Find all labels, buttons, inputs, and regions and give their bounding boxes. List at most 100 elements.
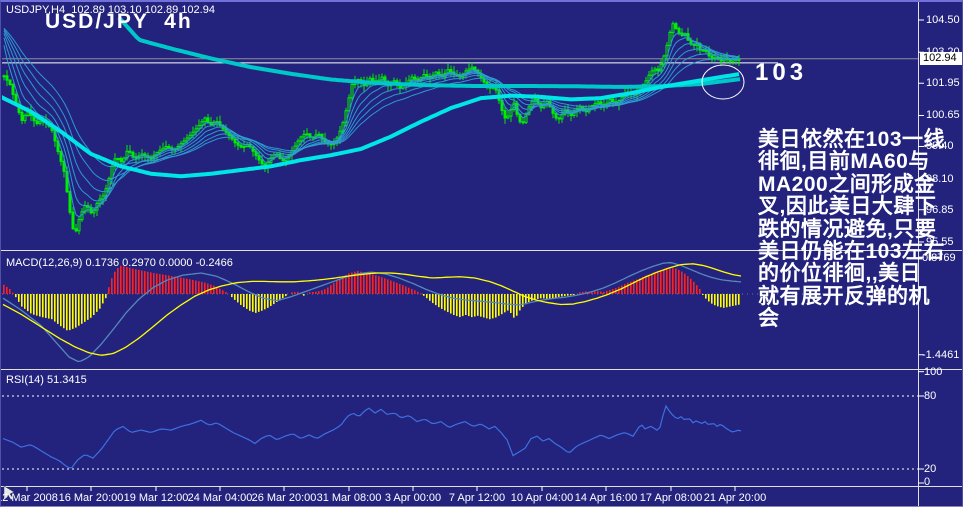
macd-label: MACD(12,26,9) 0.1736 0.2970 0.0000 -0.24… xyxy=(6,257,233,269)
macd-histogram-bar xyxy=(390,280,392,294)
main-price-panel[interactable] xyxy=(1,16,918,235)
macd-histogram-bar xyxy=(213,285,215,294)
macd-histogram-bar xyxy=(57,294,59,324)
chart-title: USD/JPY 4h xyxy=(45,10,193,33)
candle-body xyxy=(197,124,201,130)
annotation-line: 徘徊,目前MA60与 xyxy=(758,150,930,174)
macd-histogram-bar xyxy=(474,294,476,317)
macd-histogram-bar xyxy=(672,268,674,294)
candle-body xyxy=(653,68,657,72)
macd-histogram-bar xyxy=(48,294,50,319)
macd-histogram-bar xyxy=(330,285,332,294)
candle-body xyxy=(710,55,714,60)
candle-body xyxy=(650,70,654,76)
macd-histogram-bar xyxy=(462,294,464,317)
macd-histogram-bar xyxy=(708,294,710,302)
macd-histogram-bar xyxy=(684,273,686,294)
macd-histogram-bar xyxy=(162,274,164,294)
macd-histogram-bar xyxy=(276,294,278,302)
macd-tick-label: -1.4461 xyxy=(922,348,960,361)
date-tick-label: 10 Apr 04:00 xyxy=(510,492,574,504)
macd-histogram-bar xyxy=(420,293,422,295)
candle-body xyxy=(299,136,303,142)
macd-histogram-bar xyxy=(447,294,449,313)
macd-panel[interactable] xyxy=(2,262,918,363)
rsi-label: RSI(14) 51.3415 xyxy=(6,374,87,386)
macd-histogram-bar xyxy=(711,294,713,304)
macd-histogram-bar xyxy=(606,290,608,294)
annotation-line: 美日依然在103一线 xyxy=(758,128,946,151)
annotation-line: 就有展开反弹的机 xyxy=(758,284,930,308)
macd-histogram-bar xyxy=(120,265,122,294)
macd-histogram-bar xyxy=(720,294,722,308)
macd-histogram-bar xyxy=(402,285,404,294)
candle-body xyxy=(260,159,264,165)
macd-histogram-bar xyxy=(465,294,467,315)
macd-histogram-bar xyxy=(84,294,86,322)
candle-body xyxy=(467,68,471,72)
macd-histogram-bar xyxy=(135,269,137,294)
annotation-line: MA200之间形成金 xyxy=(758,172,936,196)
macd-histogram-bar xyxy=(315,291,317,294)
macd-histogram-bar xyxy=(282,294,284,298)
macd-histogram-bar xyxy=(657,272,659,294)
macd-histogram-bar xyxy=(321,290,323,294)
candle-body xyxy=(134,156,138,159)
candle-body xyxy=(185,137,189,142)
macd-histogram-bar xyxy=(387,279,389,294)
candle-body xyxy=(716,56,720,59)
annotation-line: 跌的情况避免,只要 xyxy=(758,217,937,241)
candle-body xyxy=(413,76,417,80)
annotation-line: 会 xyxy=(758,307,780,331)
macd-histogram-bar xyxy=(702,294,704,295)
candle-body xyxy=(593,103,597,107)
macd-histogram-bar xyxy=(144,271,146,294)
macd-histogram-bar xyxy=(195,280,197,294)
macd-histogram-bar xyxy=(414,290,416,294)
candle-body xyxy=(35,120,39,125)
macd-histogram-bar xyxy=(336,280,338,294)
macd-histogram-bar xyxy=(735,294,737,306)
macd-histogram-bar xyxy=(642,276,644,294)
candle-body xyxy=(713,57,717,60)
macd-histogram-bar xyxy=(237,294,239,303)
candle-body xyxy=(200,121,204,126)
macd-histogram-bar xyxy=(669,268,671,294)
macd-histogram-bar xyxy=(417,291,419,294)
macd-histogram-bar xyxy=(621,285,623,294)
macd-histogram-bar xyxy=(690,278,692,294)
macd-histogram-bar xyxy=(51,294,53,320)
macd-histogram-bar xyxy=(294,292,296,294)
macd-histogram-bar xyxy=(297,291,299,294)
macd-histogram-bar xyxy=(480,294,482,317)
macd-histogram-bar xyxy=(165,275,167,294)
rsi-tick-label: 80 xyxy=(924,390,937,402)
annotation-line: 叉,因此美日大肆下 xyxy=(758,195,937,219)
candle-body xyxy=(596,101,600,105)
macd-histogram-bar xyxy=(201,281,203,294)
macd-histogram-bar xyxy=(12,292,14,294)
macd-histogram-bar xyxy=(351,272,353,294)
macd-histogram-bar xyxy=(312,292,314,294)
candle-body xyxy=(449,69,453,73)
macd-tick-label: 0.8769 xyxy=(922,252,956,265)
macd-histogram-bar xyxy=(66,294,68,331)
macd-histogram-bar xyxy=(411,288,413,294)
macd-histogram-bar xyxy=(603,291,605,294)
annotation-line: 的价位徘徊,,美日 xyxy=(758,262,922,286)
candle-body xyxy=(2,75,6,78)
price-tick-label: 101.95 xyxy=(926,77,960,90)
macd-histogram-bar xyxy=(555,294,557,298)
annotation-line: 美日仍能在103左右 xyxy=(758,240,946,264)
macd-histogram-bar xyxy=(558,294,560,297)
macd-histogram-bar xyxy=(564,294,566,297)
macd-histogram-bar xyxy=(408,287,410,294)
rsi-panel[interactable] xyxy=(2,395,918,470)
candle-body xyxy=(233,138,237,144)
macd-histogram-bar xyxy=(147,271,149,294)
macd-histogram-bar xyxy=(609,289,611,294)
macd-histogram-bar xyxy=(99,294,101,309)
macd-histogram-bar xyxy=(693,281,695,294)
macd-histogram-bar xyxy=(477,294,479,316)
